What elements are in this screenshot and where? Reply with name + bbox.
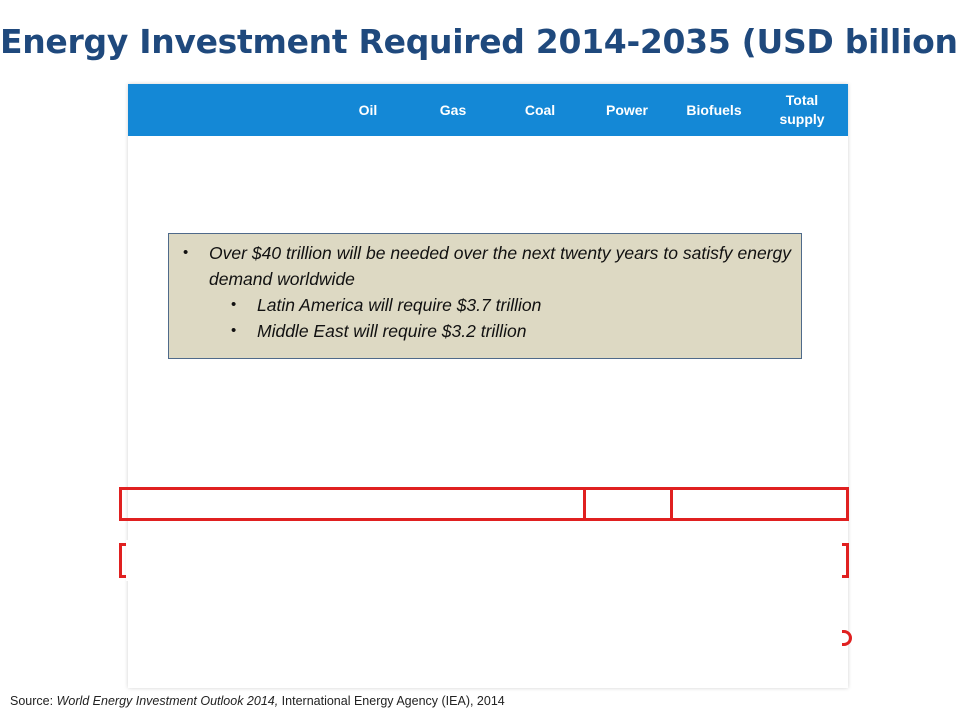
bullet-marker: •	[183, 244, 189, 261]
column-header-total-supply: Total supply	[779, 92, 825, 127]
source-label: Source:	[10, 694, 57, 708]
callout-bullet-middle-east: • Middle East will require $3.2 trillion	[179, 318, 791, 344]
callout-bullet-text: Over $40 trillion will be needed over th…	[209, 243, 791, 289]
key-facts-callout: • Over $40 trillion will be needed over …	[168, 233, 802, 359]
column-header-biofuels: Biofuels	[686, 101, 742, 118]
callout-bullet-text: Latin America will require $3.7 trillion	[257, 295, 542, 315]
source-publication: World Energy Investment Outlook 2014,	[56, 694, 279, 708]
bullet-marker: •	[231, 322, 237, 339]
column-header-coal: Coal	[524, 101, 556, 118]
highlight-fragment	[842, 630, 852, 646]
callout-bullet-text: Middle East will require $3.2 trillion	[257, 321, 527, 341]
column-header-gas: Gas	[439, 101, 467, 118]
highlight-row-top	[119, 487, 849, 521]
source-publisher: International Energy Agency (IEA), 2014	[278, 694, 505, 708]
source-citation: Source: World Energy Investment Outlook …	[10, 694, 505, 708]
column-header-oil: Oil	[358, 101, 378, 118]
bullet-marker: •	[231, 296, 237, 313]
column-header-power: Power	[605, 101, 648, 118]
callout-bullet-latin-america: • Latin America will require $3.7 trilli…	[179, 292, 791, 318]
slide-title: Energy Investment Required 2014-2035 (US…	[0, 22, 960, 61]
table-header-row: Oil Gas Coal Power Biofuels Total supply	[128, 84, 848, 136]
highlight-row-mask	[126, 540, 842, 581]
highlight-cell-top	[583, 487, 673, 521]
callout-bullet-main: • Over $40 trillion will be needed over …	[179, 240, 791, 292]
investment-table	[128, 84, 848, 688]
